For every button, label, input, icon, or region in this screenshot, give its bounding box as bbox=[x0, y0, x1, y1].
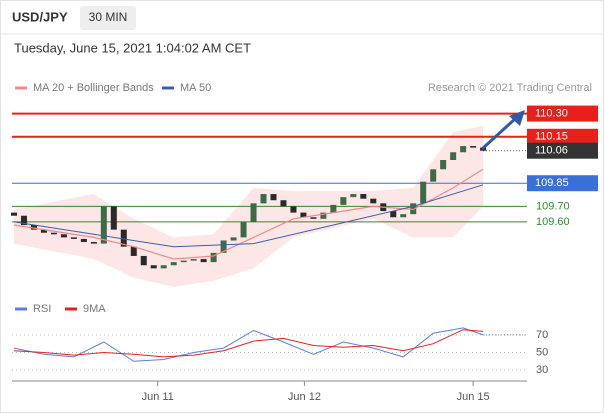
candle bbox=[440, 160, 447, 170]
candle bbox=[120, 229, 127, 247]
credit: Research © 2021 Trading Central bbox=[428, 82, 592, 94]
level-label: 109.85 bbox=[535, 177, 569, 189]
legend-label: 9MA bbox=[83, 303, 106, 315]
candle bbox=[320, 212, 327, 219]
candle bbox=[70, 237, 77, 239]
ma50-line bbox=[13, 184, 484, 248]
candle bbox=[100, 206, 107, 244]
candle bbox=[270, 194, 277, 201]
candle bbox=[390, 211, 397, 218]
candle bbox=[350, 194, 357, 198]
candle bbox=[180, 260, 187, 263]
interval: 30 MIN bbox=[89, 10, 128, 24]
candle bbox=[280, 200, 287, 207]
candle bbox=[60, 234, 67, 238]
candle bbox=[460, 146, 467, 153]
level-badge bbox=[527, 142, 598, 159]
candle bbox=[40, 229, 47, 233]
candle bbox=[470, 146, 477, 148]
candle bbox=[160, 265, 167, 269]
level-label: 109.60 bbox=[536, 216, 570, 228]
symbol: USD/JPY bbox=[12, 9, 68, 24]
candle bbox=[430, 169, 437, 182]
candle bbox=[300, 212, 307, 218]
x-tick-label: Jun 15 bbox=[457, 391, 490, 403]
rsi-line bbox=[13, 329, 484, 358]
level-badge bbox=[527, 105, 598, 122]
ma20-line bbox=[13, 168, 484, 260]
level-label: 110.30 bbox=[535, 107, 568, 119]
candle bbox=[450, 152, 457, 160]
candle bbox=[410, 203, 417, 215]
interval-badge bbox=[80, 6, 136, 30]
candle bbox=[400, 214, 407, 218]
candle bbox=[250, 203, 257, 222]
arrow bbox=[480, 116, 518, 151]
plot: MA 20 + Bollinger Bands MA 50 110.30 110.15… bbox=[10, 82, 598, 403]
level-badge bbox=[527, 128, 598, 145]
candle bbox=[240, 221, 247, 238]
candle bbox=[190, 259, 197, 261]
candle bbox=[130, 246, 137, 256]
candle bbox=[340, 197, 347, 205]
level-label: 110.15 bbox=[535, 131, 568, 143]
legend-label: MA 20 + Bollinger Bands bbox=[33, 82, 154, 94]
y-tick-label: 70 bbox=[536, 329, 548, 341]
x-tick-label: Jun 11 bbox=[142, 391, 174, 403]
candle bbox=[230, 237, 237, 241]
date: Tuesday, June 15, 2021 1:04:02 AM CET bbox=[14, 40, 251, 55]
candle bbox=[140, 255, 147, 266]
legend-label: RSI bbox=[33, 303, 51, 315]
y-tick-label: 50 bbox=[536, 346, 548, 358]
candle bbox=[220, 240, 227, 253]
level-badge bbox=[527, 175, 598, 192]
legend-label: MA 50 bbox=[180, 82, 211, 94]
candle bbox=[330, 204, 337, 213]
candle bbox=[50, 232, 57, 235]
candle bbox=[170, 262, 177, 266]
candle bbox=[80, 238, 87, 243]
candle bbox=[370, 198, 377, 204]
candle bbox=[200, 259, 207, 263]
candle bbox=[360, 194, 367, 199]
y-tick-label: 30 bbox=[536, 364, 548, 376]
candle bbox=[260, 194, 267, 204]
candle bbox=[420, 181, 427, 204]
candle bbox=[290, 206, 297, 213]
candle bbox=[90, 242, 97, 244]
candle bbox=[20, 215, 27, 225]
arrow-head bbox=[509, 110, 525, 126]
candle bbox=[30, 225, 37, 230]
candle bbox=[210, 252, 217, 263]
x-tick-label: Jun 12 bbox=[288, 391, 321, 403]
level-label: 109.70 bbox=[536, 200, 570, 212]
candle bbox=[150, 265, 157, 269]
level-label: 110.06 bbox=[535, 145, 568, 157]
candle bbox=[310, 217, 317, 219]
candle bbox=[110, 206, 117, 230]
candle bbox=[10, 212, 17, 216]
rsi-line bbox=[13, 327, 484, 362]
